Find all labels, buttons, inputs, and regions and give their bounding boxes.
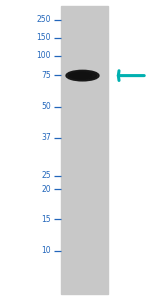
Text: 100: 100 — [36, 51, 51, 60]
Text: 150: 150 — [36, 33, 51, 42]
Text: 25: 25 — [41, 171, 51, 180]
Ellipse shape — [70, 73, 92, 79]
Text: 15: 15 — [41, 214, 51, 224]
Text: 20: 20 — [41, 184, 51, 194]
Text: 250: 250 — [36, 15, 51, 24]
Bar — [61, 6, 108, 294]
Ellipse shape — [68, 72, 97, 80]
Ellipse shape — [74, 73, 88, 78]
Text: 75: 75 — [41, 70, 51, 80]
Text: 37: 37 — [41, 134, 51, 142]
Text: 50: 50 — [41, 102, 51, 111]
Ellipse shape — [66, 70, 99, 81]
Text: 10: 10 — [41, 246, 51, 255]
